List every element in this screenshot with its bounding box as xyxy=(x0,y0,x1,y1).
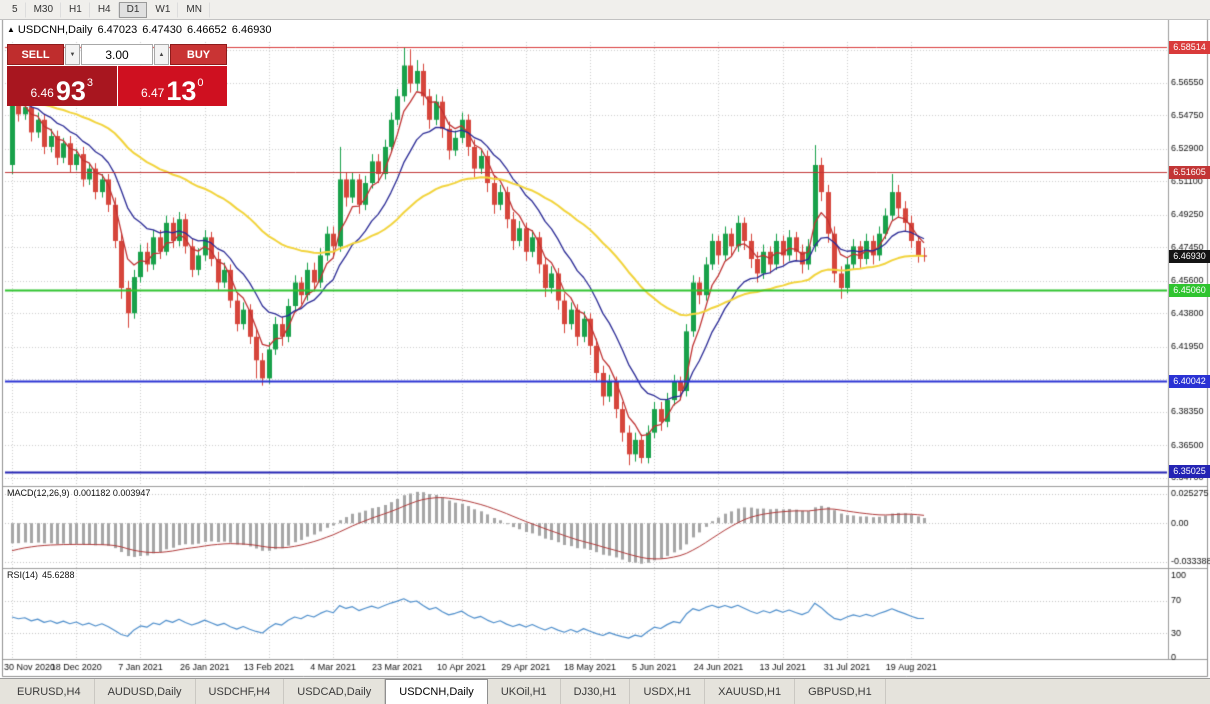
tab-audusd-daily[interactable]: AUDUSD,Daily xyxy=(95,679,196,704)
sell-price-display[interactable]: 6.46 93 3 xyxy=(7,66,117,106)
ohlc-high-value: 6.47430 xyxy=(142,24,183,36)
chart-symbol-label: USDCNH,Daily xyxy=(17,24,93,36)
caret-down-icon: ▼ xyxy=(69,51,76,58)
macd-title: MACD(12,26,9) xyxy=(7,488,70,498)
tab-usdx-h1[interactable]: USDX,H1 xyxy=(630,679,706,704)
tab-usdchf-h4[interactable]: USDCHF,H4 xyxy=(196,679,285,704)
timeframe-toolbar: 5 M30 H1 H4 D1 W1 MN xyxy=(0,0,1210,20)
hline-price-badge: 6.35025 xyxy=(1169,465,1210,478)
ohlc-close-value: 6.46930 xyxy=(231,24,272,36)
collapse-triangle-icon[interactable]: ▲ xyxy=(7,25,15,34)
tab-usdcnh-daily[interactable]: USDCNH,Daily xyxy=(385,679,488,704)
volume-increase-button[interactable]: ▲ xyxy=(154,44,169,65)
timeframe-h4-button[interactable]: H4 xyxy=(90,1,119,18)
hline-price-badge: 6.40042 xyxy=(1169,375,1210,388)
sell-price-prefix: 6.46 xyxy=(30,86,54,100)
tab-xauusd-h1[interactable]: XAUUSD,H1 xyxy=(705,679,796,704)
rsi-title: RSI(14) xyxy=(7,570,39,580)
timeframe-w1-button[interactable]: W1 xyxy=(147,1,179,18)
timeframe-m30-button[interactable]: M30 xyxy=(26,1,62,18)
macd-indicator-label: MACD(12,26,9) 0.001182 0.003947 xyxy=(7,488,154,498)
timeframe-h1-button[interactable]: H1 xyxy=(61,1,90,18)
rsi-indicator-label: RSI(14) 45.6288 xyxy=(7,570,79,580)
sell-button[interactable]: SELL xyxy=(7,44,64,65)
hline-price-badge: 6.45060 xyxy=(1169,284,1210,297)
hline-price-badge: 6.58514 xyxy=(1169,41,1210,54)
rsi-value: 45.6288 xyxy=(42,570,75,580)
volume-decrease-button[interactable]: ▼ xyxy=(65,44,80,65)
buy-price-pip-digit: 0 xyxy=(197,77,204,89)
tab-dj30-h1[interactable]: DJ30,H1 xyxy=(561,679,631,704)
timeframe-mn-button[interactable]: MN xyxy=(178,1,210,18)
tab-ukoil-h1[interactable]: UKOil,H1 xyxy=(488,679,561,704)
hline-price-badge: 6.51605 xyxy=(1169,166,1210,179)
current-price-badge: 6.46930 xyxy=(1169,250,1210,263)
buy-price-display[interactable]: 6.47 13 0 xyxy=(117,66,227,106)
tab-usdcad-daily[interactable]: USDCAD,Daily xyxy=(284,679,386,704)
tab-eurusd-h4[interactable]: EURUSD,H4 xyxy=(4,679,95,704)
volume-input[interactable] xyxy=(81,44,153,65)
tab-gbpusd-h1[interactable]: GBPUSD,H1 xyxy=(795,679,886,704)
timeframe-m5-button[interactable]: 5 xyxy=(4,1,26,18)
one-click-trading-panel: SELL ▼ ▲ BUY 6.46 93 3 6.47 13 0 xyxy=(7,44,227,106)
chart-title: ▲ USDCNH,Daily 6.47023 6.47430 6.46652 6.4693… xyxy=(7,24,272,36)
buy-price-big-digits: 13 xyxy=(166,76,197,106)
buy-button[interactable]: BUY xyxy=(170,44,227,65)
macd-values: 0.001182 0.003947 xyxy=(73,488,151,498)
sell-price-big-digits: 93 xyxy=(55,76,86,106)
sell-price-pip-digit: 3 xyxy=(86,77,94,89)
caret-up-icon: ▲ xyxy=(158,51,165,58)
buy-price-prefix: 6.47 xyxy=(140,86,165,100)
timeframe-d1-button[interactable]: D1 xyxy=(118,1,148,18)
chart-tabs-bar: EURUSD,H4 AUDUSD,Daily USDCHF,H4 USDCAD,Dai… xyxy=(0,678,1210,704)
ohlc-low-value: 6.46652 xyxy=(187,24,227,36)
ohlc-open-value: 6.47023 xyxy=(97,24,138,36)
